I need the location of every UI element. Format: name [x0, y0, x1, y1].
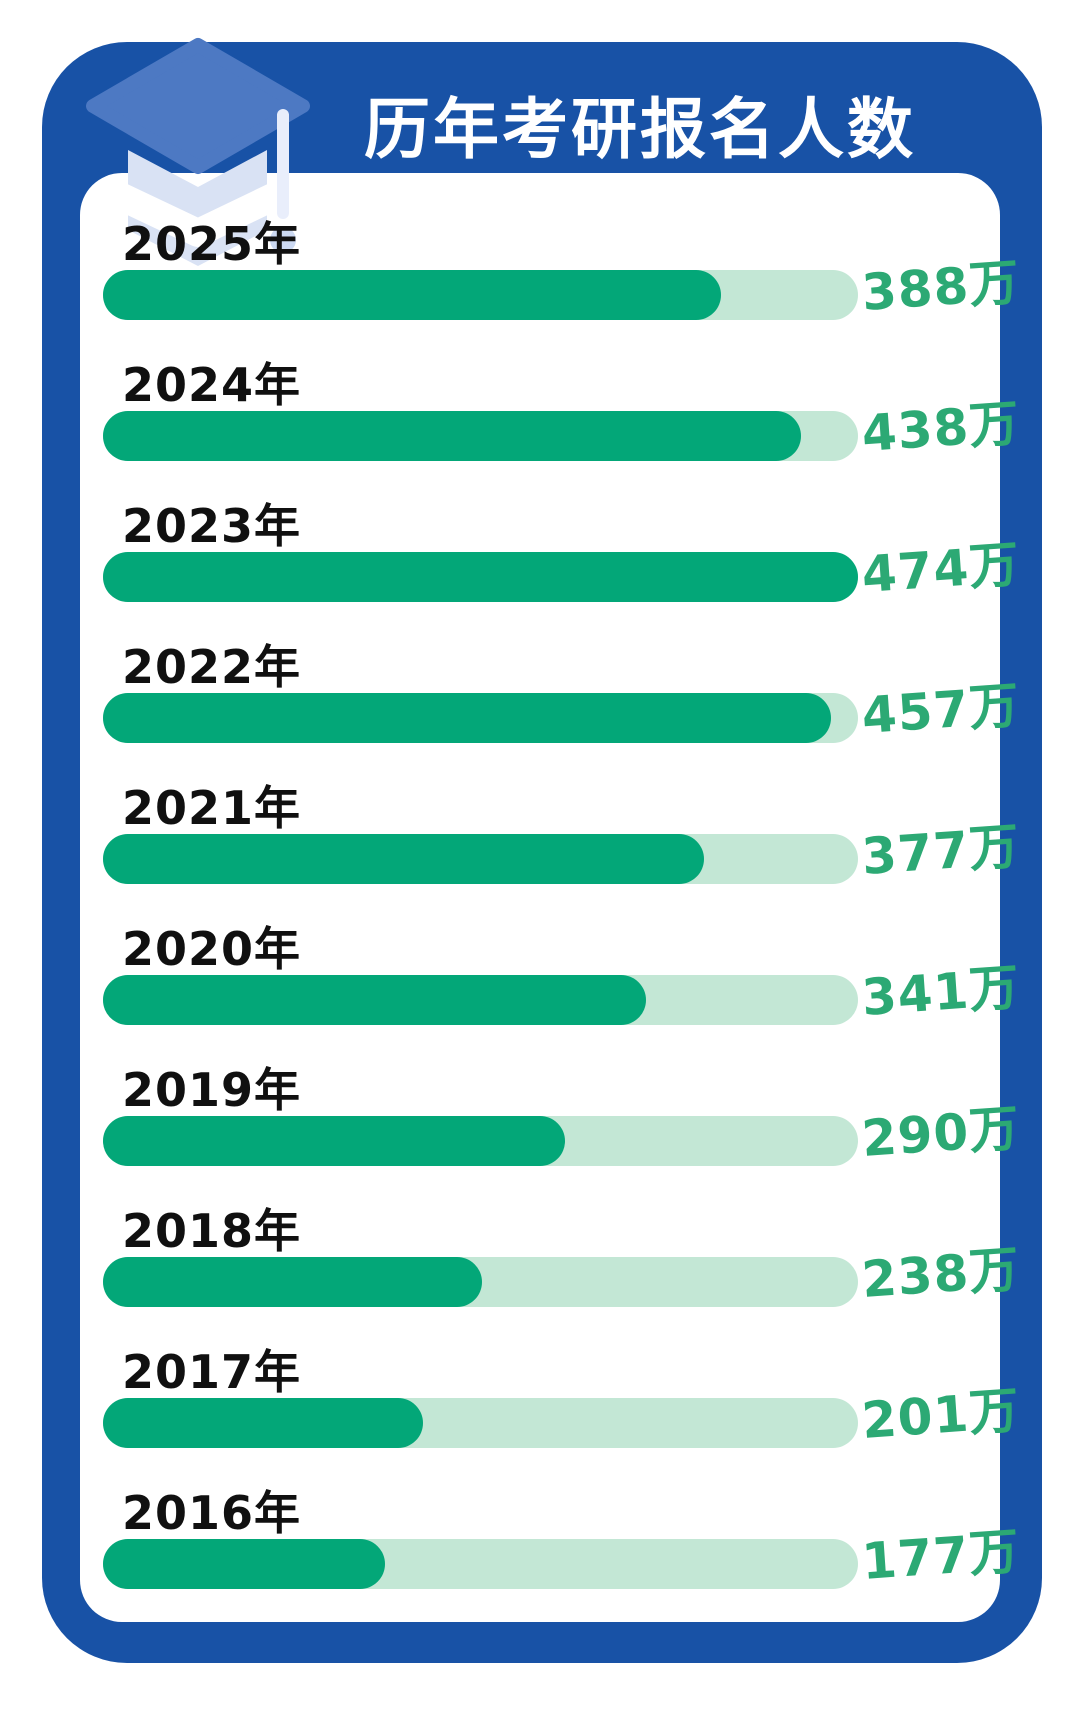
bar-fill	[103, 1398, 424, 1448]
chart-row: 2016年 177万	[0, 1487, 1080, 1628]
value-label: 238万	[859, 1240, 1023, 1309]
cap-base	[128, 150, 267, 266]
value-label: 177万	[859, 1522, 1023, 1591]
year-label: 2022年	[122, 640, 302, 694]
value-label: 457万	[859, 676, 1023, 745]
bar-track	[103, 552, 858, 602]
year-label: 2025年	[122, 217, 302, 271]
chart-row: 2018年 238万	[0, 1205, 1080, 1346]
bar-track	[103, 1257, 858, 1307]
value-label: 201万	[859, 1381, 1023, 1450]
chart-row: 2020年 341万	[0, 923, 1080, 1064]
bar-track	[103, 834, 858, 884]
bar-fill	[103, 693, 831, 743]
bar-track	[103, 1398, 858, 1448]
chart-row: 2025年 388万	[0, 218, 1080, 359]
bar-fill	[103, 1257, 483, 1307]
bar-fill	[103, 1116, 565, 1166]
bar-fill	[103, 552, 858, 602]
value-label: 474万	[859, 535, 1023, 604]
year-label: 2017年	[122, 1345, 302, 1399]
value-label: 290万	[859, 1099, 1023, 1168]
chart-row: 2021年 377万	[0, 782, 1080, 923]
bar-track	[103, 1116, 858, 1166]
year-label: 2020年	[122, 922, 302, 976]
year-label: 2023年	[122, 499, 302, 553]
bar-track	[103, 975, 858, 1025]
value-label: 388万	[859, 253, 1023, 322]
year-label: 2021年	[122, 781, 302, 835]
chart-row: 2017年 201万	[0, 1346, 1080, 1487]
chart-row: 2023年 474万	[0, 500, 1080, 641]
bar-track	[103, 693, 858, 743]
year-label: 2024年	[122, 358, 302, 412]
value-label: 438万	[859, 394, 1023, 463]
chart-row: 2022年 457万	[0, 641, 1080, 782]
page-title: 历年考研报名人数	[364, 91, 916, 168]
year-label: 2016年	[122, 1486, 302, 1540]
bar-fill	[103, 975, 647, 1025]
value-label: 341万	[859, 958, 1023, 1027]
cap-tassel-ball	[270, 227, 296, 253]
bar-fill	[103, 411, 801, 461]
bar-track	[103, 411, 858, 461]
chart-row: 2024年 438万	[0, 359, 1080, 500]
cap-board	[86, 38, 310, 174]
year-label: 2018年	[122, 1204, 302, 1258]
value-label: 377万	[859, 817, 1023, 886]
bar-track	[103, 270, 858, 320]
year-label: 2019年	[122, 1063, 302, 1117]
cap-chevron	[106, 182, 289, 247]
graduation-cap-icon	[86, 38, 310, 266]
bar-fill	[103, 270, 722, 320]
chart-row: 2019年 290万	[0, 1064, 1080, 1205]
bar-fill	[103, 834, 704, 884]
bar-track	[103, 1539, 858, 1589]
bar-fill	[103, 1539, 385, 1589]
